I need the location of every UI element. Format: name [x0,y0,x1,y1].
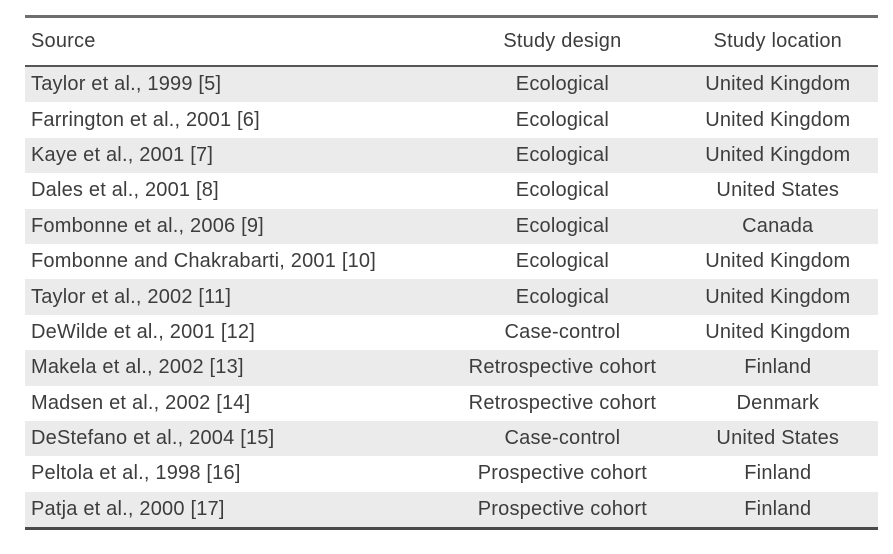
studies-table: Source Study design Study location Taylo… [25,15,878,531]
design-cell: Case-control [504,427,621,450]
column-header-design: Study design [447,16,678,67]
column-header-location: Study location [677,16,878,67]
location-cell: United Kingdom [705,320,851,343]
location-cell: United Kingdom [705,143,851,166]
source-cell: Kaye et al., 2001 [7] [31,143,214,166]
source-cell: Fombonne and Chakrabarti, 2001 [10] [31,250,376,273]
table-row: Taylor et al., 1999 [5] Ecological Unite… [25,66,878,103]
table-row: Fombonne et al., 2006 [9] Ecological Can… [25,208,878,244]
source-cell: DeWilde et al., 2001 [12] [31,320,256,343]
source-cell: Fombonne et al., 2006 [9] [31,214,264,237]
design-cell: Ecological [515,214,609,237]
source-cell: Taylor et al., 2002 [11] [31,285,232,308]
location-cell: Denmark [736,391,820,414]
table-row: Kaye et al., 2001 [7] Ecological United … [25,137,878,174]
table-row: Peltola et al., 1998 [16] Prospective co… [25,456,878,491]
column-header-source: Source [25,16,448,67]
source-cell: Madsen et al., 2002 [14] [31,391,251,414]
table-row: Patja et al., 2000 [17] Prospective coho… [25,491,878,530]
table-body: Taylor et al., 1999 [5] Ecological Unite… [25,66,878,530]
table-row: Dales et al., 2001 [8] Ecological United… [25,173,878,208]
header-row: Source Study design Study location [25,16,878,67]
location-cell: Finland [744,356,812,379]
table-row: Makela et al., 2002 [13] Retrospective c… [25,350,878,386]
location-cell: United States [716,179,840,202]
location-cell: Finland [744,462,812,485]
table-row: DeWilde et al., 2001 [12] Case-control U… [25,315,878,350]
source-cell: Makela et al., 2002 [13] [31,356,244,379]
design-cell: Ecological [515,179,609,202]
source-cell: DeStefano et al., 2004 [15] [31,427,275,450]
design-cell: Ecological [515,108,609,131]
design-cell: Prospective cohort [447,491,678,530]
design-cell: Retrospective cohort [468,391,657,414]
design-cell: Ecological [515,250,609,273]
source-cell: Patja et al., 2000 [17] [25,491,448,530]
studies-table-container: Source Study design Study location Taylo… [25,15,878,531]
location-cell: United Kingdom [705,285,851,308]
design-cell: Case-control [504,320,621,343]
source-cell: Peltola et al., 1998 [16] [31,462,241,485]
location-cell: United Kingdom [705,108,851,131]
design-cell: Ecological [515,73,609,96]
location-cell: United Kingdom [705,250,851,273]
design-cell: Prospective cohort [477,462,647,485]
design-cell: Retrospective cohort [468,356,657,379]
table-row: Farrington et al., 2001 [6] Ecological U… [25,102,878,137]
design-cell: Ecological [515,285,609,308]
table-row: Madsen et al., 2002 [14] Retrospective c… [25,386,878,421]
table-header: Source Study design Study location [25,16,878,67]
location-cell: United Kingdom [705,73,851,96]
source-cell: Taylor et al., 1999 [5] [31,73,222,96]
location-cell: United States [716,427,840,450]
table-row: Taylor et al., 2002 [11] Ecological Unit… [25,279,878,315]
table-row: Fombonne and Chakrabarti, 2001 [10] Ecol… [25,244,878,279]
location-cell: Finland [677,491,878,530]
source-cell: Farrington et al., 2001 [6] [31,108,260,131]
location-cell: Canada [742,214,814,237]
table-row: DeStefano et al., 2004 [15] Case-control… [25,420,878,457]
design-cell: Ecological [515,143,609,166]
source-cell: Dales et al., 2001 [8] [31,179,219,202]
